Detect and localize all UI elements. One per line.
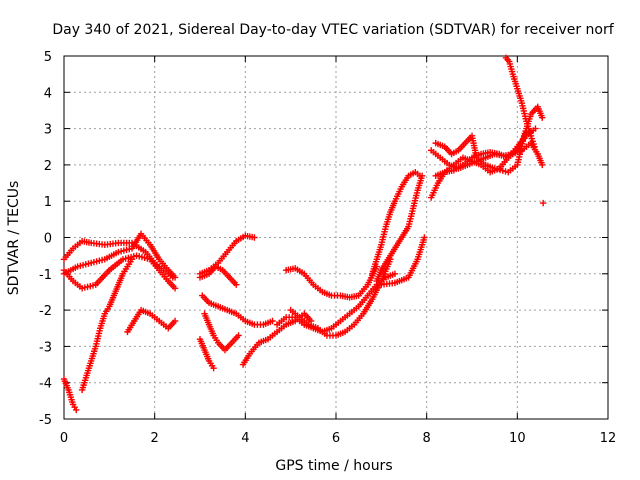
x-tick-labels: 0 2 4 6 8 10 12 — [60, 431, 616, 446]
data-point — [171, 285, 179, 292]
series-arc-f — [124, 306, 179, 336]
series-arc-e — [78, 256, 136, 394]
data-points — [60, 54, 547, 414]
series-arc-w — [502, 54, 538, 150]
series-arc-q — [373, 172, 426, 285]
data-point — [391, 270, 399, 277]
data-point — [532, 125, 539, 132]
data-point — [531, 143, 538, 150]
y-tick-label: 2 — [44, 159, 52, 174]
x-tick-label: 2 — [151, 431, 159, 446]
data-point — [210, 364, 217, 372]
x-tick-label: 6 — [332, 431, 340, 446]
data-point — [269, 317, 276, 325]
axes — [63, 55, 609, 420]
y-tick-label: 4 — [44, 86, 52, 101]
x-tick-label: 8 — [423, 431, 431, 446]
series-arc-h — [196, 263, 240, 288]
series-arc-c — [60, 230, 179, 281]
x-tick-label: 12 — [600, 431, 617, 446]
series-arc-v — [432, 129, 530, 179]
data-point — [539, 114, 546, 121]
series-arc-l — [239, 310, 315, 368]
y-tick-labels: -5 -4 -3 -2 -1 0 1 2 3 4 5 — [39, 50, 52, 428]
y-axis-label: SDTVAR / TECUs — [6, 181, 22, 296]
data-point — [421, 234, 428, 241]
x-tick-label: 0 — [60, 431, 68, 446]
y-tick-label: -5 — [39, 413, 52, 428]
x-tick-label: 4 — [241, 431, 249, 446]
series-arc-i — [196, 335, 217, 372]
chart-title: Day 340 of 2021, Sidereal Day-to-day VTE… — [52, 22, 614, 38]
y-tick-label: -1 — [39, 268, 52, 283]
x-axis-label: GPS time / hours — [275, 458, 392, 474]
data-point — [171, 274, 179, 281]
y-tick-label: -3 — [39, 340, 52, 355]
x-tick-label: 10 — [509, 431, 526, 446]
data-point — [539, 199, 547, 207]
series-arc-p — [369, 168, 424, 277]
series-arc-k — [201, 310, 242, 354]
data-point — [251, 234, 258, 241]
plot-frame — [63, 55, 609, 420]
data-point — [539, 161, 546, 169]
y-tick-label: -4 — [39, 377, 52, 392]
data-point — [171, 317, 179, 325]
y-tick-label: 0 — [44, 232, 52, 247]
series-arc-j — [199, 292, 276, 328]
data-point — [128, 256, 136, 263]
data-point — [235, 332, 242, 339]
y-tick-label: 3 — [44, 123, 52, 138]
y-tick-label: 5 — [44, 50, 52, 65]
data-point — [523, 129, 530, 136]
y-tick-label: -2 — [39, 304, 52, 319]
series-arc-b — [60, 252, 179, 292]
data-point — [233, 281, 240, 288]
data-point — [73, 406, 80, 414]
series-arc-x — [539, 199, 547, 207]
y-tick-label: 1 — [44, 195, 52, 210]
series-arc-d — [60, 375, 80, 414]
series-arc-r — [378, 234, 428, 288]
data-point — [418, 172, 426, 179]
